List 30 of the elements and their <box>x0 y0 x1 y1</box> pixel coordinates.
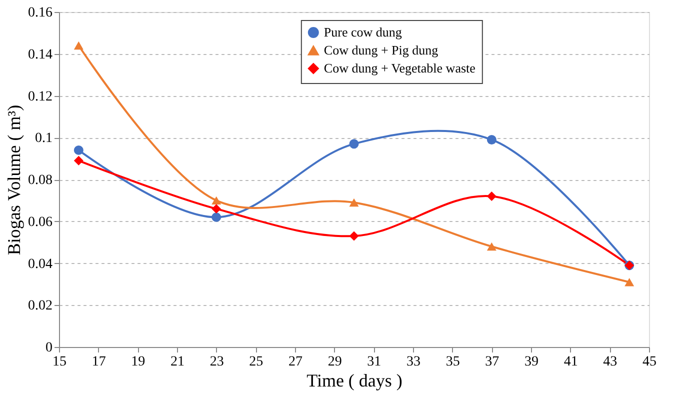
legend-label: Pure cow dung <box>324 24 402 40</box>
x-tick-label: 41 <box>564 354 578 370</box>
y-axis-title: Biogas Volume ( m³) <box>4 104 24 256</box>
y-tick-label: 0.04 <box>28 256 52 272</box>
x-tick-label: 27 <box>288 354 302 370</box>
x-tick-label: 17 <box>92 354 106 370</box>
x-tick-label: 39 <box>524 354 538 370</box>
x-tick-label: 23 <box>210 354 224 370</box>
y-tick-label: 0.1 <box>35 131 52 146</box>
y-tick-label: 0.12 <box>28 89 52 104</box>
x-tick-label: 37 <box>485 354 500 370</box>
legend-label: Cow dung + Vegetable waste <box>324 60 476 76</box>
y-tick-label: 0.06 <box>28 214 52 230</box>
x-tick-label: 43 <box>603 354 618 370</box>
x-tick-label: 21 <box>170 354 184 370</box>
x-axis-title: Time ( days ) <box>306 370 402 390</box>
x-tick-label: 31 <box>367 354 382 370</box>
x-tick-label: 35 <box>446 354 460 370</box>
y-tick-label: 0 <box>46 340 52 356</box>
x-tick-label: 45 <box>642 354 656 370</box>
x-tick-label: 25 <box>249 354 264 370</box>
legend-label: Cow dung + Pig dung <box>324 42 439 58</box>
y-tick-label: 0.14 <box>28 47 52 62</box>
y-tick-label: 0.02 <box>28 298 52 314</box>
y-tick-label: 0.08 <box>28 173 52 188</box>
x-tick-label: 15 <box>52 354 66 370</box>
y-tick-label: 0.16 <box>28 6 52 20</box>
x-tick-label: 33 <box>406 354 420 370</box>
x-tick-label: 29 <box>328 354 342 370</box>
x-tick-label: 19 <box>131 354 146 370</box>
